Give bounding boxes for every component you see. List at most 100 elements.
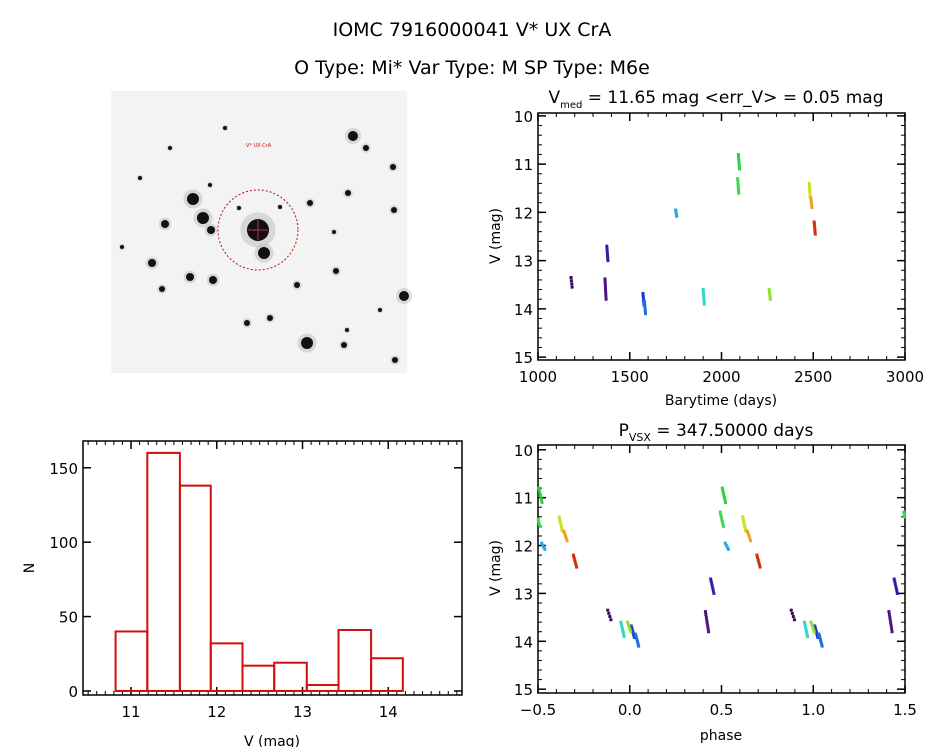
light-curve-point <box>605 247 609 251</box>
phased-point <box>792 618 796 622</box>
histogram-ylabel: N <box>22 563 38 573</box>
phased-point <box>718 510 722 514</box>
light-curve-point <box>736 181 740 185</box>
light-curve-point <box>606 256 610 260</box>
light-curve-point <box>604 289 608 293</box>
phased-ylabel: V (mag) <box>488 540 504 596</box>
phased-point <box>818 636 822 640</box>
phased-point <box>539 498 543 502</box>
light-curve-point <box>702 300 706 304</box>
star <box>208 183 212 187</box>
star <box>159 286 165 292</box>
star <box>207 226 215 234</box>
phased-plot: PVSX = 347.50000 days phase V (mag) −0.5… <box>488 421 917 744</box>
light-curve-point <box>701 290 705 294</box>
light-curve-point <box>702 295 706 299</box>
finder-image: V* UX CrA <box>111 91 412 373</box>
phased-point <box>538 524 542 528</box>
phased-point <box>895 589 899 593</box>
light-curve-point <box>569 276 573 280</box>
phased-point <box>720 486 724 490</box>
title-rest: = 11.65 mag <err_V> = 0.05 mag <box>582 88 883 108</box>
phased-point <box>721 491 725 495</box>
light-curve-ytick-label: 14 <box>514 301 533 319</box>
star <box>186 273 194 281</box>
light-curve-point <box>809 198 813 202</box>
light-curve-point <box>702 292 706 296</box>
phased-point <box>726 547 730 551</box>
phased-point <box>892 577 896 581</box>
phased-point <box>558 519 562 523</box>
phased-point <box>622 635 626 639</box>
light-curve-point <box>675 214 679 218</box>
phased-point <box>606 608 610 612</box>
phased-point <box>627 625 631 629</box>
phased-point <box>889 621 893 625</box>
light-curve-point <box>606 254 610 258</box>
phased-point <box>721 522 725 526</box>
light-curve-point <box>807 181 811 185</box>
light-curve-point <box>603 286 607 290</box>
phased-point <box>619 620 623 624</box>
phased-point <box>744 529 748 533</box>
phased-point <box>819 638 823 642</box>
phased-point <box>743 527 747 531</box>
star <box>148 259 156 267</box>
phased-point <box>887 612 891 616</box>
phased-point <box>538 493 542 497</box>
phased-point <box>537 522 541 526</box>
phased-point <box>819 640 823 644</box>
star <box>294 282 300 288</box>
light-curve-point <box>737 165 741 169</box>
phased-axes-frame <box>537 444 906 694</box>
star <box>197 212 209 224</box>
light-curve-xtick-label: 1000 <box>519 368 557 386</box>
light-curve-point <box>813 232 817 236</box>
phased-point <box>888 615 892 619</box>
phased-point <box>635 638 639 642</box>
phased-point <box>705 618 709 622</box>
phased-point <box>748 536 752 540</box>
phased-point <box>743 525 747 529</box>
phased-point <box>709 579 713 583</box>
phased-point <box>809 620 813 624</box>
phased-xtick-label: 1.0 <box>801 701 825 719</box>
histogram-bar <box>114 630 149 692</box>
histogram-bar <box>178 484 212 692</box>
light-curve-ytick-label: 15 <box>514 349 533 367</box>
phased-xtick-label: −0.5 <box>520 701 556 719</box>
phased-point <box>573 558 577 562</box>
phased-point <box>803 623 807 627</box>
histogram-axes-frame <box>82 440 463 696</box>
figure-subtitle: O Type: Mi* Var Type: M SP Type: M6e <box>294 57 650 79</box>
phased-point <box>816 635 820 639</box>
phased-xtick-label: 0.5 <box>710 701 734 719</box>
phased-point <box>893 582 897 586</box>
title-main: P <box>619 421 629 441</box>
phased-point <box>747 534 751 538</box>
histogram-bar <box>241 664 276 692</box>
light-curve-point <box>644 312 648 316</box>
finder-stars <box>118 124 412 365</box>
light-curve-point <box>767 290 771 294</box>
light-curve-point <box>603 283 607 287</box>
phased-point <box>608 615 612 619</box>
phased-point <box>888 618 892 622</box>
light-curve-xtick-label: 2000 <box>702 368 740 386</box>
light-curve-point <box>736 177 740 181</box>
star <box>332 230 336 234</box>
phased-point <box>745 529 749 533</box>
phased-point <box>573 560 577 564</box>
star <box>209 276 217 284</box>
light-curve-ytick-label: 11 <box>514 156 533 174</box>
phased-point <box>790 611 794 615</box>
phased-point <box>805 630 809 634</box>
star <box>392 357 398 363</box>
phased-point <box>575 565 579 569</box>
phased-point <box>720 520 724 524</box>
star <box>301 337 313 349</box>
star <box>120 245 124 249</box>
phased-point <box>563 532 567 536</box>
phased-point <box>742 523 746 527</box>
light-curve-point <box>737 189 741 193</box>
